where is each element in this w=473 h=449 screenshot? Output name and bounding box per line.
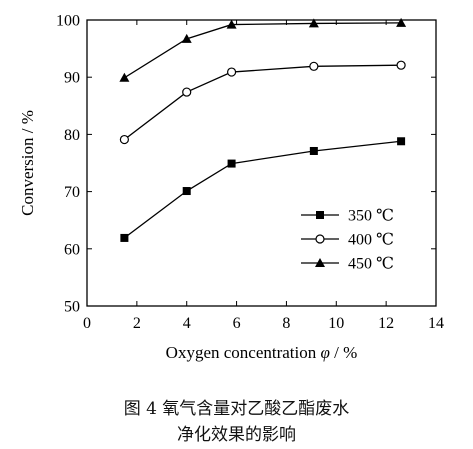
plot-frame: [86, 19, 437, 307]
legend-marker: [316, 211, 324, 219]
x-axis-label-prefix: Oxygen concentration: [166, 343, 321, 362]
data-point: [226, 19, 237, 29]
series-layer: [119, 17, 407, 242]
data-point: [119, 72, 130, 82]
conversion-chart: 0 2 4 6 8 10 12 14 50 60 70 80 90 100 350 ℃ 400 ℃ 450 ℃…: [18, 13, 444, 363]
series-line: [123, 64, 402, 141]
data-point: [119, 134, 129, 145]
y-tick-label: 70: [64, 184, 80, 201]
legend-label: 350 ℃: [348, 208, 394, 225]
x-tick-label: 10: [328, 315, 344, 332]
x-tick-label: 14: [428, 315, 444, 332]
figure-caption-line-2: 净化效果的影响: [177, 425, 296, 445]
data-point: [182, 87, 192, 97]
y-tick-label: 80: [64, 127, 80, 144]
legend-entry: 400 ℃: [301, 232, 394, 249]
data-point: [182, 187, 191, 196]
legend-entry: 350 ℃: [301, 208, 394, 225]
x-axis-label: Oxygen concentration φ / %: [166, 343, 358, 362]
legend-label: 400 ℃: [348, 232, 394, 249]
series-3: [119, 17, 407, 82]
x-tick-label: 2: [133, 315, 141, 332]
legend-label: 450 ℃: [348, 256, 394, 273]
y-tick-label: 50: [64, 299, 80, 316]
series-1: [120, 137, 406, 242]
data-point: [396, 60, 406, 70]
data-point: [226, 67, 237, 77]
x-tick-label: 0: [83, 315, 91, 332]
data-point: [120, 233, 129, 242]
x-tick-label: 12: [378, 315, 394, 332]
data-point: [397, 137, 406, 146]
x-tick-label: 4: [183, 315, 191, 332]
x-axis-label-unit: / %: [330, 343, 357, 362]
series-2: [119, 60, 406, 145]
legend-marker: [315, 258, 325, 267]
legend: 350 ℃ 400 ℃ 450 ℃: [301, 208, 394, 273]
x-axis-label-symbol: φ: [321, 343, 330, 362]
legend-marker: [315, 234, 325, 244]
data-point: [309, 61, 319, 71]
figure-caption-line-1: 图 4 氧气含量对乙酸乙酯废水: [123, 399, 350, 419]
data-point: [308, 18, 319, 28]
y-tick-label: 90: [64, 70, 80, 87]
legend-entry: 450 ℃: [301, 256, 394, 273]
y-tick-label: 100: [56, 13, 80, 30]
y-tick-label: 60: [64, 241, 80, 258]
x-tick-label: 6: [233, 315, 241, 332]
data-point: [396, 17, 407, 27]
axis-ticks: 0 2 4 6 8 10 12 14 50 60 70 80 90 100: [56, 13, 444, 333]
y-axis-label: Conversion / %: [18, 110, 37, 216]
data-point: [227, 159, 236, 168]
data-point: [181, 33, 192, 43]
data-point: [309, 146, 318, 155]
x-tick-label: 8: [282, 315, 290, 332]
